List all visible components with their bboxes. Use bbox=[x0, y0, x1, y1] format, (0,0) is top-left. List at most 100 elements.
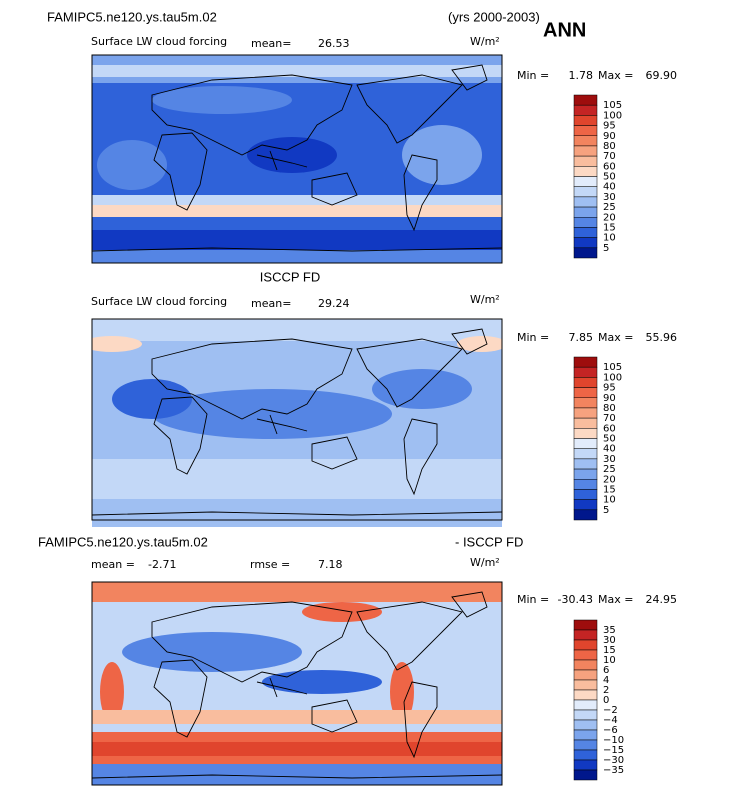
colorbar-label: 0 bbox=[603, 695, 609, 706]
colorbar-swatch bbox=[573, 479, 598, 490]
colorbar-swatch bbox=[573, 387, 598, 398]
panel-title: Surface LW cloud forcing bbox=[91, 295, 227, 308]
colorbar-swatch bbox=[573, 377, 598, 388]
colorbar-label: 30 bbox=[603, 192, 616, 203]
colorbar-swatch bbox=[573, 217, 598, 228]
colorbar-swatch bbox=[573, 458, 598, 470]
mean-label: mean= bbox=[251, 37, 291, 50]
colorbar-swatch bbox=[573, 166, 598, 177]
colorbar-swatch bbox=[573, 247, 598, 259]
max-value: 55.96 bbox=[646, 331, 678, 344]
mean-label: mean = bbox=[91, 558, 135, 571]
colorbar-swatch bbox=[573, 739, 598, 751]
colorbar-label: 15 bbox=[603, 645, 616, 656]
colorbar-label: −30 bbox=[603, 755, 624, 766]
colorbar-label: 80 bbox=[603, 141, 616, 152]
colorbar-label: 70 bbox=[603, 151, 616, 162]
colorbar-label: −35 bbox=[603, 765, 624, 776]
max-value: 69.90 bbox=[646, 69, 678, 82]
colorbar-label: 20 bbox=[603, 474, 616, 485]
panel-heading: - ISCCP FD bbox=[455, 534, 523, 549]
max-label: Max = bbox=[598, 331, 633, 344]
colorbar-swatch bbox=[573, 115, 598, 126]
min-value: 1.78 bbox=[569, 69, 594, 82]
mean-value: -2.71 bbox=[148, 558, 176, 571]
colorbar-swatch bbox=[573, 649, 598, 661]
colorbar-swatch bbox=[573, 417, 598, 429]
years: (yrs 2000-2003) bbox=[448, 9, 540, 24]
colorbar-label: 6 bbox=[603, 665, 609, 676]
colorbar-label: 90 bbox=[603, 393, 616, 404]
colorbar-label: 95 bbox=[603, 383, 616, 394]
min-label: Min = bbox=[517, 69, 549, 82]
colorbar-swatch bbox=[573, 769, 598, 781]
min-value: 7.85 bbox=[569, 331, 594, 344]
colorbar-label: 30 bbox=[603, 454, 616, 465]
colorbar-label: 100 bbox=[603, 372, 622, 383]
min-label: Min = bbox=[517, 331, 549, 344]
colorbar-label: 10 bbox=[603, 495, 616, 506]
colorbar-swatch bbox=[573, 689, 598, 701]
colorbar-swatch bbox=[573, 438, 598, 449]
colorbar-label: 100 bbox=[603, 110, 622, 121]
max-label: Max = bbox=[598, 69, 633, 82]
colorbar-swatch bbox=[573, 135, 598, 147]
colorbar-swatch bbox=[573, 468, 598, 480]
map bbox=[91, 581, 503, 786]
season: ANN bbox=[543, 19, 586, 41]
max-value: 24.95 bbox=[646, 593, 678, 606]
colorbar-label: 15 bbox=[603, 222, 616, 233]
map bbox=[91, 318, 503, 527]
panel-heading: ISCCP FD bbox=[260, 269, 320, 284]
colorbar-swatch bbox=[573, 356, 598, 368]
colorbar-swatch bbox=[573, 186, 598, 198]
colorbar-label: 4 bbox=[603, 675, 609, 686]
colorbar-swatch bbox=[573, 428, 598, 439]
min-value: -30.43 bbox=[558, 593, 593, 606]
colorbar-label: 5 bbox=[603, 243, 609, 254]
colorbar-label: 95 bbox=[603, 121, 616, 132]
colorbar-label: 2 bbox=[603, 685, 609, 696]
colorbar-label: 15 bbox=[603, 484, 616, 495]
colorbar-label: 105 bbox=[603, 100, 622, 111]
colorbar-swatch bbox=[573, 489, 598, 500]
max-label: Max = bbox=[598, 593, 633, 606]
colorbar-swatch bbox=[573, 629, 598, 641]
colorbar-label: −15 bbox=[603, 745, 624, 756]
colorbar-label: 30 bbox=[603, 635, 616, 646]
colorbar-swatch bbox=[573, 407, 598, 419]
colorbar-swatch bbox=[573, 759, 598, 771]
colorbar-label: 5 bbox=[603, 505, 609, 516]
colorbar-label: 40 bbox=[603, 444, 616, 455]
colorbar-label: −10 bbox=[603, 735, 624, 746]
colorbar-swatch bbox=[573, 237, 598, 249]
colorbar-label: −2 bbox=[603, 705, 618, 716]
colorbar-label: 25 bbox=[603, 464, 616, 475]
panel-title: Surface LW cloud forcing bbox=[91, 35, 227, 48]
colorbar-swatch bbox=[573, 499, 598, 511]
colorbar-swatch bbox=[573, 145, 598, 157]
colorbar-swatch bbox=[573, 155, 598, 167]
colorbar-swatch bbox=[573, 669, 598, 681]
colorbar-swatch bbox=[573, 509, 598, 521]
mean-label: mean= bbox=[251, 297, 291, 310]
case-name: FAMIPC5.ne120.ys.tau5m.02 bbox=[47, 9, 217, 24]
units: W/m² bbox=[470, 293, 500, 306]
colorbar-swatch bbox=[573, 719, 598, 731]
colorbar-label: 10 bbox=[603, 655, 616, 666]
colorbar-label: 50 bbox=[603, 172, 616, 183]
colorbar-swatch bbox=[573, 659, 598, 671]
rmse-label: rmse = bbox=[250, 558, 290, 571]
colorbar-label: 70 bbox=[603, 413, 616, 424]
colorbar-label: 35 bbox=[603, 625, 616, 636]
colorbar-swatch bbox=[573, 699, 598, 711]
colorbar-swatch bbox=[573, 206, 598, 218]
colorbar-label: 80 bbox=[603, 403, 616, 414]
colorbar-label: 50 bbox=[603, 434, 616, 445]
colorbar-label: 60 bbox=[603, 423, 616, 434]
mean-value: 29.24 bbox=[318, 297, 350, 310]
colorbar-swatch bbox=[573, 227, 598, 238]
colorbar-swatch bbox=[573, 679, 598, 691]
colorbar-swatch bbox=[573, 196, 598, 208]
